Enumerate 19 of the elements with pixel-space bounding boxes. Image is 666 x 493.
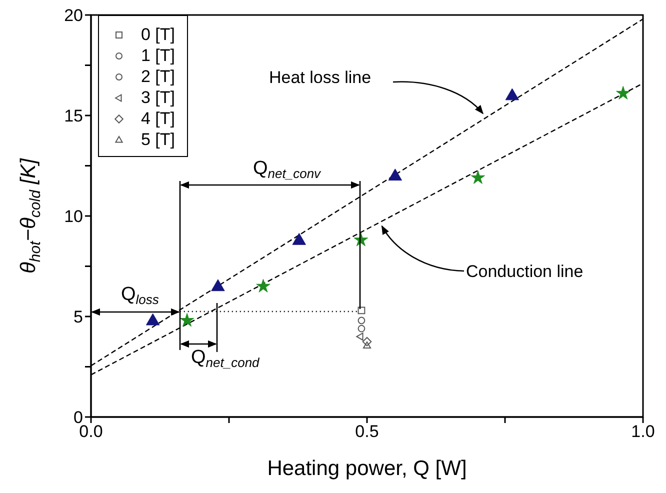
legend-label: 5 [T] <box>141 130 176 150</box>
legend-label: 4 [T] <box>141 108 176 128</box>
y-tick-label: 20 <box>64 6 83 26</box>
x-axis-title: Heating power, Q [W] <box>267 457 467 480</box>
legend-label: 0 [T] <box>141 24 176 44</box>
x-tick-label: 0.0 <box>79 422 103 442</box>
annotation: Q$_{net_conv}$ <box>253 158 322 181</box>
x-tick-label: 1.0 <box>631 422 655 442</box>
x-tick-label: 0.5 <box>355 422 379 442</box>
annotation: Q$_{net_cond}$ <box>191 347 260 370</box>
y-tick-label: 10 <box>64 207 83 226</box>
annotation: Heat loss line <box>269 68 372 87</box>
legend-label: 3 [T] <box>141 88 176 108</box>
legend-label: 1 [T] <box>141 46 176 66</box>
annotation: Q$_{loss}$ <box>121 284 160 307</box>
legend-label: 2 [T] <box>141 66 176 86</box>
y-tick-label: 15 <box>64 106 83 126</box>
y-tick-label: 5 <box>74 308 83 327</box>
annotation: Conduction line <box>466 262 584 281</box>
